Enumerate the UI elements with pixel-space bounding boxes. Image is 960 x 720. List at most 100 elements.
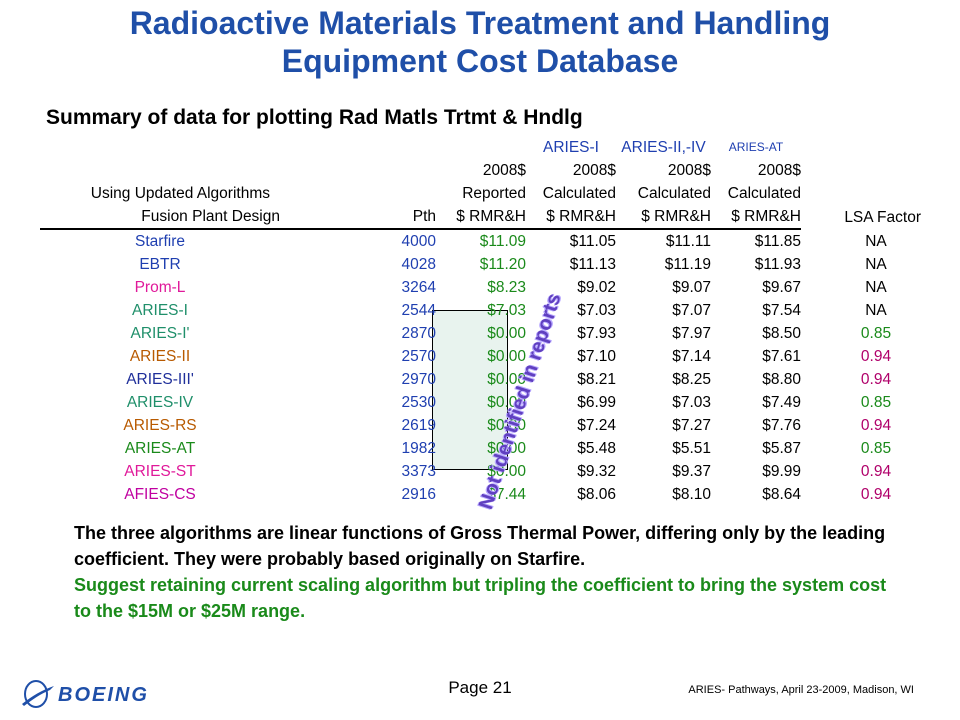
row-calc-1: $8.06 [577, 486, 616, 503]
row-name: ARIES-II [129, 348, 191, 365]
table-row: ARIES-IV 2530 $0.00 $6.99 $7.03 $7.49 0.… [40, 391, 921, 414]
row-calc-1: $11.05 [569, 233, 616, 250]
table-row: Prom-L 3264 $8.23 $9.02 $9.07 $9.67 NA [40, 276, 921, 299]
row-calc-2: $8.10 [672, 486, 711, 503]
row-name: ARIES-IV [126, 394, 194, 411]
row-calc-3: $8.50 [762, 325, 801, 342]
boeing-logo: BOEING [22, 680, 147, 708]
row-reported: $8.23 [487, 279, 526, 296]
page-number: Page 21 [448, 678, 512, 697]
summary-table: ARIES-I ARIES-II,-IV ARIES-AT 2008$ 2008… [40, 136, 921, 506]
body-paragraph-black: The three algorithms are linear function… [74, 523, 886, 569]
row-pth: 2870 [401, 325, 436, 342]
header-year-4: 2008$ [757, 162, 801, 179]
row-calc-1: $5.48 [577, 440, 616, 457]
row-name: Prom-L [134, 279, 186, 296]
row-calc-2: $7.03 [672, 394, 711, 411]
header-year-1: 2008$ [482, 162, 526, 179]
header-row-2: 2008$ 2008$ 2008$ 2008$ [40, 159, 921, 182]
header-fusion: Fusion Plant Design [40, 205, 280, 230]
header-using: Using Updated Algorithms [90, 185, 270, 202]
row-calc-3: $8.64 [762, 486, 801, 503]
row-lsa: 0.94 [860, 486, 892, 503]
row-calc-3: $5.87 [762, 440, 801, 457]
row-name: ARIES-ST [124, 463, 196, 480]
row-calc-1: $11.13 [569, 256, 616, 273]
row-lsa: 0.85 [860, 325, 892, 342]
table-row: EBTR 4028 $11.20 $11.13 $11.19 $11.93 NA [40, 253, 921, 276]
row-pth: 4028 [401, 256, 436, 273]
row-name: Starfire [135, 233, 185, 250]
row-calc-3: $7.54 [762, 302, 801, 319]
row-pth: 2916 [401, 486, 436, 503]
row-reported: $11.20 [479, 256, 526, 273]
row-calc-3: $9.67 [762, 279, 801, 296]
table-row: ARIES-I 2544 $7.03 $7.03 $7.07 $7.54 NA [40, 299, 921, 322]
row-name: ARIES-RS [123, 417, 197, 434]
row-lsa: 0.94 [860, 463, 892, 480]
row-calc-2: $7.07 [672, 302, 711, 319]
row-name: ARIES-III' [126, 371, 194, 388]
table-row: Starfire 4000 $11.09 $11.05 $11.11 $11.8… [40, 229, 921, 253]
row-calc-2: $9.07 [672, 279, 711, 296]
row-calc-2: $11.11 [665, 233, 711, 250]
row-pth: 3373 [401, 463, 436, 480]
header-row-4: Fusion Plant Design Pth $ RMR&H $ RMR&H … [40, 205, 921, 230]
row-lsa: 0.85 [860, 440, 892, 457]
row-reported: $0.00 [487, 440, 526, 457]
row-calc-2: $7.14 [672, 348, 711, 365]
slide-title: Radioactive Materials Treatment and Hand… [0, 4, 960, 80]
row-name: AFIES-CS [124, 486, 196, 503]
row-calc-2: $8.25 [672, 371, 711, 388]
row-reported: $0.00 [487, 417, 526, 434]
row-reported: $7.44 [487, 486, 526, 503]
row-reported: $11.09 [479, 233, 526, 250]
row-calc-3: $11.93 [754, 256, 801, 273]
row-calc-1: $9.32 [577, 463, 616, 480]
row-reported: $0.00 [487, 371, 526, 388]
header-row-3: Using Updated Algorithms Reported Calcul… [40, 182, 921, 205]
row-pth: 4000 [401, 233, 436, 250]
header-calc-3: Calculated [727, 185, 801, 202]
header-aries-at: ARIES-AT [728, 140, 784, 154]
header-aries-ii-iv: ARIES-II,-IV [621, 139, 706, 156]
row-calc-1: $7.03 [577, 302, 616, 319]
row-lsa: NA [865, 302, 887, 319]
row-pth: 2570 [401, 348, 436, 365]
table-row: AFIES-CS 2916 $7.44 $8.06 $8.10 $8.64 0.… [40, 483, 921, 506]
row-pth: 3264 [401, 279, 436, 296]
row-reported: $0.00 [487, 348, 526, 365]
table-row: ARIES-RS 2619 $0.00 $7.24 $7.27 $7.76 0.… [40, 414, 921, 437]
row-lsa: NA [865, 279, 887, 296]
row-calc-1: $7.10 [577, 348, 616, 365]
row-reported: $0.00 [487, 394, 526, 411]
header-calc-1: Calculated [542, 185, 616, 202]
row-calc-2: $5.51 [672, 440, 711, 457]
header-rmr-1: $ RMR&H [436, 205, 526, 230]
row-lsa: NA [865, 232, 887, 250]
row-calc-3: $8.80 [762, 371, 801, 388]
row-calc-2: $7.97 [672, 325, 711, 342]
row-pth: 2970 [401, 371, 436, 388]
row-calc-3: $11.85 [754, 233, 801, 250]
row-calc-2: $9.37 [672, 463, 711, 480]
header-year-2: 2008$ [572, 162, 616, 179]
header-row-1: ARIES-I ARIES-II,-IV ARIES-AT [40, 136, 921, 159]
row-lsa: 0.94 [860, 371, 892, 388]
row-calc-1: $6.99 [577, 394, 616, 411]
row-calc-3: $7.61 [762, 348, 801, 365]
table-row: ARIES-II 2570 $0.00 $7.10 $7.14 $7.61 0.… [40, 345, 921, 368]
table-row: ARIES-I' 2870 $0.00 $7.93 $7.97 $8.50 0.… [40, 322, 921, 345]
table-row: ARIES-III' 2970 $0.00 $8.21 $8.25 $8.80 … [40, 368, 921, 391]
row-pth: 1982 [401, 440, 436, 457]
header-rmr-4: $ RMR&H [711, 205, 801, 230]
row-lsa: 0.94 [860, 348, 892, 365]
header-pth: Pth [280, 205, 436, 230]
row-reported: $7.03 [487, 302, 526, 319]
header-year-3: 2008$ [667, 162, 711, 179]
row-lsa: NA [865, 256, 887, 273]
row-pth: 2530 [401, 394, 436, 411]
header-calc-2: Calculated [637, 185, 711, 202]
row-name: ARIES-I' [130, 325, 190, 342]
table-subtitle: Summary of data for plotting Rad Matls T… [46, 106, 583, 129]
